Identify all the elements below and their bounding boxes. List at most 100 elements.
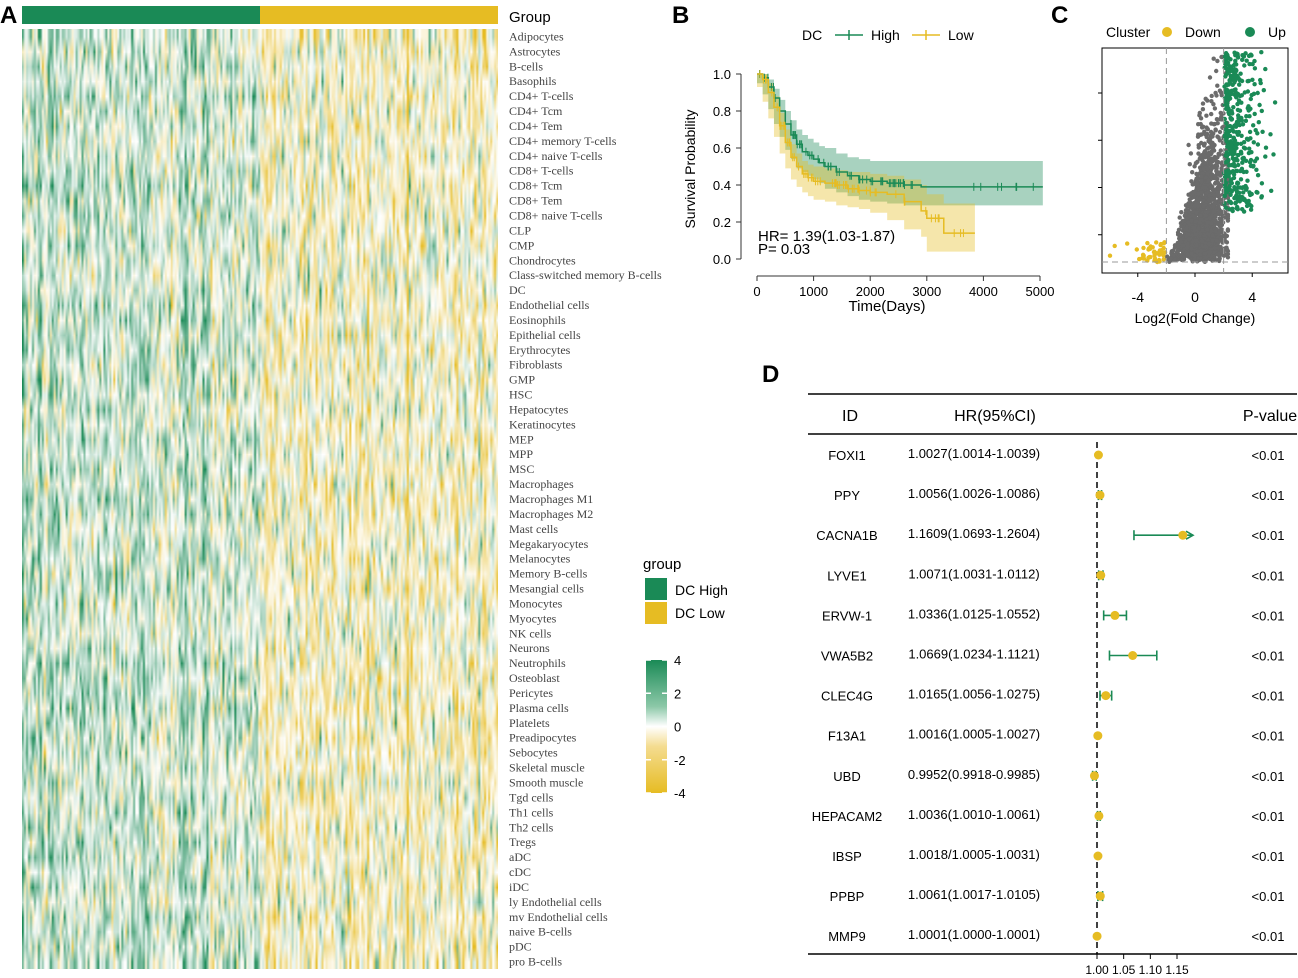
volcano-point-up xyxy=(1259,181,1265,186)
volcano-point-ns xyxy=(1193,232,1198,237)
forest-row-id: VWA5B2 xyxy=(821,649,873,664)
volcano-point-ns xyxy=(1209,221,1214,226)
volcano-point-ns xyxy=(1218,110,1223,116)
volcano-point-up xyxy=(1242,197,1247,202)
volcano-point-down xyxy=(1134,247,1140,252)
volcano-point-up xyxy=(1241,140,1247,145)
forest-row: F13A1 1.0016(1.0005-1.0027) <0.01 xyxy=(828,727,1285,744)
heatmap-row-label: mv Endothelial cells xyxy=(509,910,608,924)
volcano-point-up xyxy=(1263,66,1268,72)
volcano-point-ns xyxy=(1215,180,1221,186)
volcano-point-up xyxy=(1229,117,1234,122)
heatmap-row-label: Myocytes xyxy=(509,611,557,625)
volcano-point-ns xyxy=(1225,227,1231,232)
volcano-point-up xyxy=(1248,106,1253,112)
heatmap-row-label: Erythrocytes xyxy=(509,343,571,357)
volcano-point-ns xyxy=(1189,246,1194,252)
volcano-point-up xyxy=(1259,195,1264,200)
survival-y-tick-label: 1.0 xyxy=(713,67,731,82)
forest-row-p: <0.01 xyxy=(1252,448,1285,463)
volcano-point-down xyxy=(1125,241,1130,246)
forest-row: PPY 1.0056(1.0026-1.0086) <0.01 xyxy=(834,486,1284,503)
volcano-point-up xyxy=(1224,154,1230,159)
survival-hr-annotation: HR= 1.39(1.03-1.87) xyxy=(758,228,895,245)
volcano-point-ns xyxy=(1216,251,1221,257)
heatmap-row-labels: AdipocytesAstrocytesB-cellsBasophilsCD4+… xyxy=(509,30,662,969)
volcano-point-ns xyxy=(1216,210,1222,215)
volcano-point-ns xyxy=(1179,239,1184,245)
volcano-point-up xyxy=(1225,144,1231,149)
volcano-point-ns xyxy=(1193,161,1199,166)
volcano-point-up xyxy=(1227,96,1232,102)
volcano-point-down xyxy=(1152,249,1157,254)
forest-x-tick-label: 1.15 xyxy=(1165,963,1189,977)
color-scale-bar xyxy=(646,660,667,793)
volcano-point-up xyxy=(1222,201,1227,206)
forest-row-p: <0.01 xyxy=(1252,929,1285,944)
volcano-point-down xyxy=(1145,240,1150,246)
volcano-point-ns xyxy=(1224,247,1230,252)
volcano-point-up xyxy=(1250,164,1256,169)
volcano-point-ns xyxy=(1189,251,1194,256)
volcano-point-ns xyxy=(1170,248,1176,253)
color-scale-label: -2 xyxy=(674,753,686,768)
volcano-point-up xyxy=(1241,190,1246,195)
forest-row-p: <0.01 xyxy=(1252,769,1285,784)
volcano-point-ns xyxy=(1204,125,1209,130)
volcano-point-up xyxy=(1223,55,1229,60)
volcano-point-up xyxy=(1238,177,1244,182)
volcano-point-ns xyxy=(1180,218,1186,224)
forest-row: CACNA1B 1.1609(1.0693-1.2604) <0.01 xyxy=(816,526,1284,543)
volcano-point-down xyxy=(1107,253,1113,258)
volcano-point-ns xyxy=(1204,113,1209,118)
volcano-point-ns xyxy=(1208,174,1214,180)
volcano-point-up xyxy=(1252,82,1257,87)
forest-row-hr: 1.0071(1.0031-1.0112) xyxy=(908,566,1039,581)
volcano-point-up xyxy=(1235,158,1240,163)
volcano-point-up xyxy=(1249,203,1254,209)
volcano-point-up xyxy=(1235,101,1240,107)
volcano-x-tick-label: 4 xyxy=(1248,289,1256,305)
volcano-point-ns xyxy=(1189,218,1194,224)
survival-x-label: Time(Days) xyxy=(849,298,926,315)
volcano-point-ns xyxy=(1216,135,1221,140)
group-bar-high xyxy=(22,6,260,24)
volcano-point-up xyxy=(1233,53,1238,58)
survival-x-tick-label: 2000 xyxy=(856,284,885,299)
heatmap-row-label: Tregs xyxy=(509,835,536,849)
volcano-point-ns xyxy=(1213,127,1218,132)
volcano-point-ns xyxy=(1205,166,1211,171)
forest-row-p: <0.01 xyxy=(1252,809,1285,824)
volcano-point-up xyxy=(1243,51,1248,56)
survival-legend-title: DC xyxy=(802,27,822,43)
forest-row-p: <0.01 xyxy=(1252,568,1285,583)
heatmap-row-label: CD4+ Tcm xyxy=(509,104,563,118)
heatmap-row-label: pro B-cells xyxy=(509,955,562,969)
volcano-point-up xyxy=(1246,198,1251,204)
volcano-point-up xyxy=(1237,194,1242,200)
forest-row-id: PPBP xyxy=(830,889,865,904)
volcano-point-up xyxy=(1251,123,1256,128)
volcano-point-up xyxy=(1222,84,1227,89)
forest-row-id: CLEC4G xyxy=(821,689,873,704)
volcano-point-ns xyxy=(1202,233,1207,238)
survival-x-tick-label: 1000 xyxy=(799,284,828,299)
volcano-point-ns xyxy=(1186,142,1191,148)
heatmap-row-label: Macrophages M1 xyxy=(509,492,593,506)
group-legend-label-high: DC High xyxy=(675,582,728,598)
heatmap-row-label: Skeletal muscle xyxy=(509,761,585,775)
volcano-point-ns xyxy=(1208,249,1213,255)
volcano-point-up xyxy=(1242,63,1247,68)
volcano-point-ns xyxy=(1175,249,1180,254)
survival-x-tick-label: 3000 xyxy=(912,284,941,299)
forest-row-p: <0.01 xyxy=(1252,608,1285,623)
volcano-point-ns xyxy=(1213,158,1218,163)
group-legend-label-low: DC Low xyxy=(675,605,726,621)
forest-row: HEPACAM2 1.0036(1.0010-1.0061) <0.01 xyxy=(812,807,1285,824)
forest-row-hr: 1.0027(1.0014-1.0039) xyxy=(908,446,1040,461)
volcano-point-up xyxy=(1248,207,1254,212)
forest-x-tick-label: 1.10 xyxy=(1139,963,1163,977)
volcano-point-up xyxy=(1231,163,1236,168)
volcano-point-ns xyxy=(1208,129,1214,135)
